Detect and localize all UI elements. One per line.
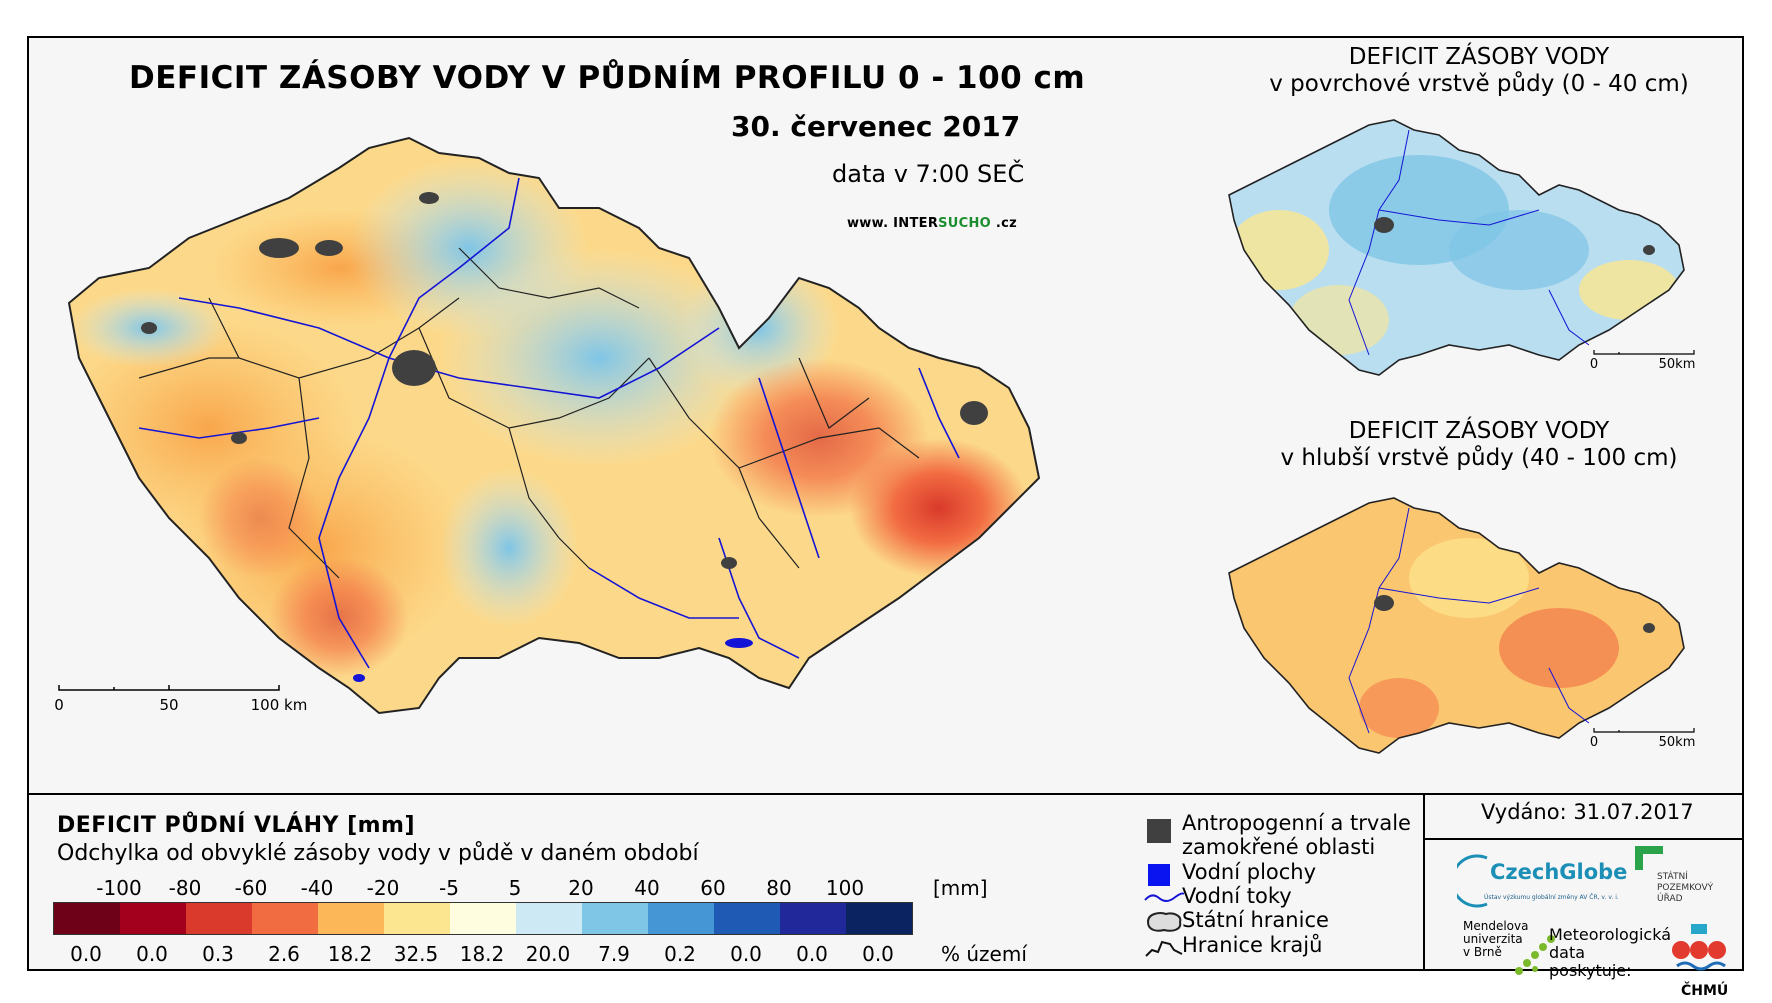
main-scale-100: 100 km [251, 696, 308, 714]
legend-break-label: -20 [366, 876, 400, 900]
inset-bottom-scale-0: 0 [1590, 735, 1598, 750]
chmu-logo-text: ČHMÚ [1681, 983, 1729, 999]
inset-top-scale-50: 50km [1659, 357, 1696, 372]
legend-swatch [450, 903, 516, 934]
legend-break-label: -80 [168, 876, 202, 900]
legend-break-labels: -100 -80 -60 -40 -20 -5 5 20 40 60 80 100 [29, 876, 1029, 906]
website-link[interactable]: www. INTERSUCHO .cz [847, 216, 1017, 231]
legend-break-label: 60 [700, 876, 726, 900]
legend-percent-value: 7.9 [598, 942, 630, 966]
legend-percent-label: % území [941, 942, 1027, 966]
river-icon [1144, 892, 1184, 902]
region-border-icon [1145, 940, 1183, 957]
legend-break-label: -100 [96, 876, 142, 900]
legend-break-label: 5 [508, 876, 522, 900]
legend-percent-value: 32.5 [393, 942, 439, 966]
czechglobe-logo [1457, 854, 1488, 908]
legend-unit: [mm] [933, 876, 988, 900]
layer-region-border: Hranice krajů [1182, 933, 1323, 957]
legend-percent-value: 18.2 [327, 942, 373, 966]
legend-percent-value: 2.6 [268, 942, 300, 966]
layer-anthropogenic-line2: zamokřené oblasti [1182, 835, 1376, 859]
legend-swatch [516, 903, 582, 934]
layer-rivers: Vodní toky [1182, 884, 1292, 908]
layer-anthropogenic-line1: Antropogenní a trvale [1182, 811, 1411, 835]
footer-divider [1423, 793, 1425, 969]
issued-divider [1423, 838, 1742, 840]
legend-percent-value: 0.0 [136, 942, 168, 966]
main-map: 0 50 100 km [54, 136, 1041, 715]
spu-logo-icon [1635, 846, 1663, 870]
czechglobe-logo-text: CzechGlobe [1490, 860, 1628, 884]
legend-swatch [714, 903, 780, 934]
state-border-icon [1146, 912, 1182, 932]
czechglobe-logo-subtext: Ústav výzkumu globální změny AV ČR, v. v… [1484, 894, 1619, 901]
legend-subtitle: Odchylka od obvyklé zásoby vody v půdě v… [57, 841, 699, 866]
legend-percent-value: 18.2 [459, 942, 505, 966]
legend-swatch [252, 903, 318, 934]
inset-bottom-title: DEFICIT ZÁSOBY VODY v hlubší vrstvě půdy… [1280, 418, 1678, 471]
legend-color-bar [53, 902, 913, 935]
spu-logo-text: STÁTNÍ POZEMKOVÝ ÚŘAD [1657, 872, 1714, 904]
layer-state-border: Státní hranice [1182, 908, 1329, 932]
mendel-university-logo: Mendelova univerzita v Brně [1463, 919, 1529, 959]
legend-percent-value: 0.0 [796, 942, 828, 966]
main-scale-0: 0 [54, 696, 64, 714]
legend-swatch [120, 903, 186, 934]
water-body-icon [1148, 864, 1170, 886]
inset-bottom-scale-50: 50km [1659, 735, 1696, 750]
legend-percent-value: 0.2 [664, 942, 696, 966]
legend-percent-value: 0.0 [862, 942, 894, 966]
legend-percent-value: 20.0 [525, 942, 571, 966]
inset-top-scale-0: 0 [1590, 357, 1598, 372]
legend-break-label: -5 [439, 876, 459, 900]
mendel-dots-icon [1515, 935, 1555, 975]
legend-percent-value: 0.0 [730, 942, 762, 966]
legend-swatch [186, 903, 252, 934]
map-sheet: DEFICIT ZÁSOBY VODY V PŮDNÍM PROFILU 0 -… [27, 36, 1744, 999]
legend-swatch [582, 903, 648, 934]
legend-percent-value: 0.3 [202, 942, 234, 966]
main-map-title: DEFICIT ZÁSOBY VODY V PŮDNÍM PROFILU 0 -… [129, 60, 1086, 96]
legend-swatch [54, 903, 120, 934]
legend-swatch [318, 903, 384, 934]
meteo-data-provider: Meteorologická data poskytuje: [1549, 925, 1671, 980]
legend-swatch [648, 903, 714, 934]
legend-break-label: -40 [300, 876, 334, 900]
legend-break-label: 80 [766, 876, 792, 900]
legend-divider [29, 793, 1742, 795]
inset-top-map: 0 50km [1228, 119, 1696, 376]
legend-swatch [384, 903, 450, 934]
legend-break-label: 40 [634, 876, 660, 900]
main-map-date: 30. červenec 2017 [731, 110, 1021, 143]
main-map-time: data v 7:00 SEČ [832, 160, 1025, 188]
issued-date: Vydáno: 31.07.2017 [1481, 800, 1694, 824]
legend-title: DEFICIT PŮDNÍ VLÁHY [mm] [57, 813, 416, 838]
main-scale-50: 50 [159, 696, 178, 714]
legend-break-label: -60 [234, 876, 268, 900]
legend-break-label: 100 [825, 876, 865, 900]
inset-bottom-map: 0 50km [1228, 497, 1696, 754]
legend-swatch [846, 903, 912, 934]
main-scale-bar [58, 685, 280, 691]
inset-top-title: DEFICIT ZÁSOBY VODY v povrchové vrstvě p… [1269, 44, 1689, 97]
legend-percent-value: 0.0 [70, 942, 102, 966]
legend-swatch [780, 903, 846, 934]
anthropogenic-icon [1147, 819, 1171, 843]
layer-water-bodies: Vodní plochy [1182, 860, 1317, 884]
website-accent: SUCHO [938, 216, 992, 231]
chmu-logo-icon [1672, 924, 1726, 971]
legend-break-label: 20 [568, 876, 594, 900]
